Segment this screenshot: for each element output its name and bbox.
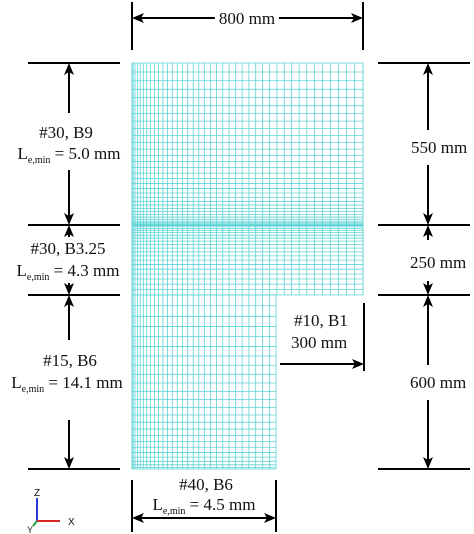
zone-mid-id: #30, B3.25 [30,239,106,258]
zone-top-id: #30, B9 [39,123,93,142]
zone-bottom-id: #40, B6 [177,475,235,494]
x-axis-label: X [68,517,75,528]
y-axis-label: Y [27,525,33,534]
notch-id: #10, B1 [292,311,350,330]
top-width-label: 800 mm [214,10,280,27]
axis-triad: Z X Y [27,488,75,534]
right-250-label: 250 mm [408,253,469,272]
zone-low-id: #15, B6 [43,351,97,370]
y-axis [32,520,38,527]
dimension-lines [28,2,470,532]
right-550-label: 550 mm [409,138,470,157]
notch-length: 300 mm [289,333,350,352]
z-axis-label: Z [34,488,40,499]
zone-mid-size: Le,min = 4.3 mm [16,261,120,283]
right-600-label: 600 mm [408,373,469,392]
zone-low-size: Le,min = 14.1 mm [11,373,123,395]
mesh-grid [131,62,364,470]
zone-bottom-size: Le,min = 4.5 mm [150,495,258,517]
zone-top-size: Le,min = 5.0 mm [17,144,121,166]
